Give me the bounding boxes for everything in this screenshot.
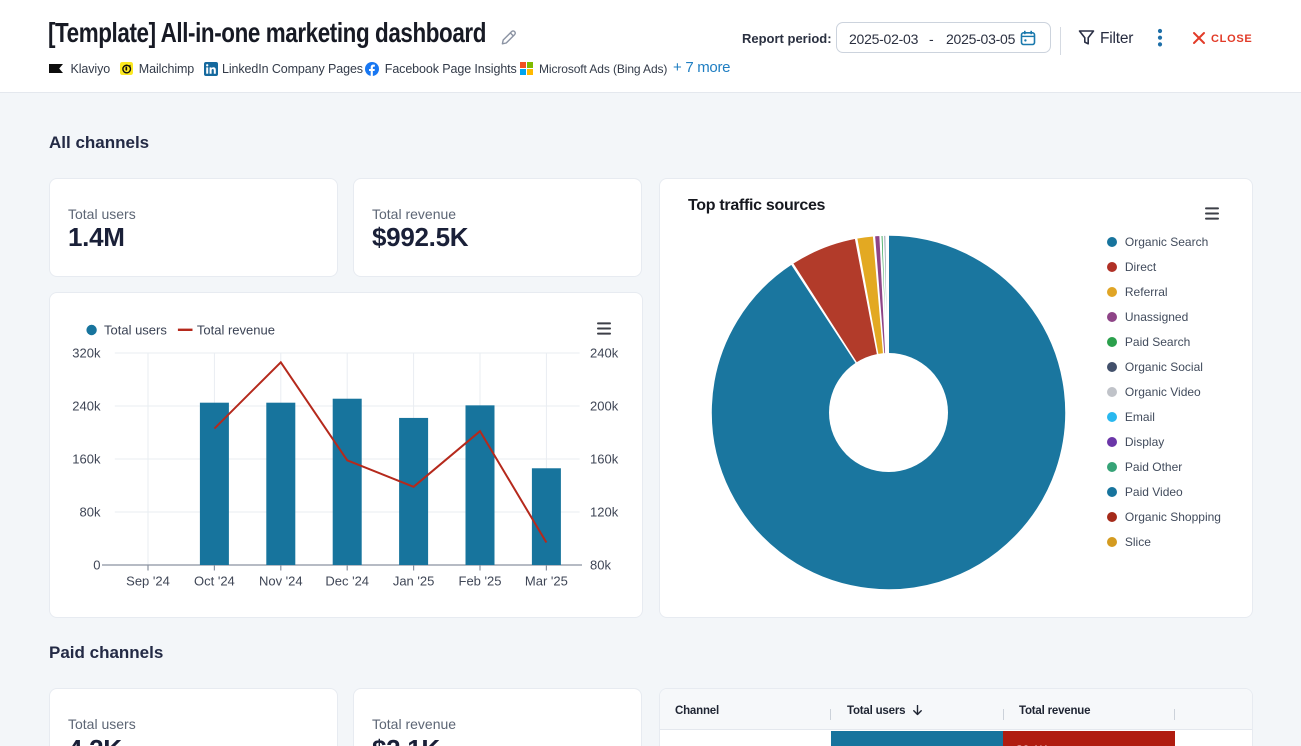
svg-text:Feb '25: Feb '25 [459,574,502,589]
svg-text:Total users: Total users [104,323,167,338]
svg-text:Dec '24: Dec '24 [325,574,369,589]
svg-text:Total revenue: Total revenue [197,323,275,338]
svg-text:80k: 80k [80,505,101,520]
svg-text:Oct '24: Oct '24 [194,574,235,589]
svg-text:Nov '24: Nov '24 [259,574,303,589]
svg-text:200k: 200k [590,399,619,414]
svg-text:240k: 240k [72,399,101,414]
svg-text:160k: 160k [72,452,101,467]
svg-text:80k: 80k [590,558,611,573]
svg-text:120k: 120k [590,505,619,520]
svg-text:Sep '24: Sep '24 [126,574,170,589]
svg-text:Mar '25: Mar '25 [525,574,568,589]
svg-text:0: 0 [93,558,100,573]
svg-text:320k: 320k [72,346,101,361]
svg-text:160k: 160k [590,452,619,467]
svg-text:240k: 240k [590,346,619,361]
svg-text:Jan '25: Jan '25 [393,574,435,589]
